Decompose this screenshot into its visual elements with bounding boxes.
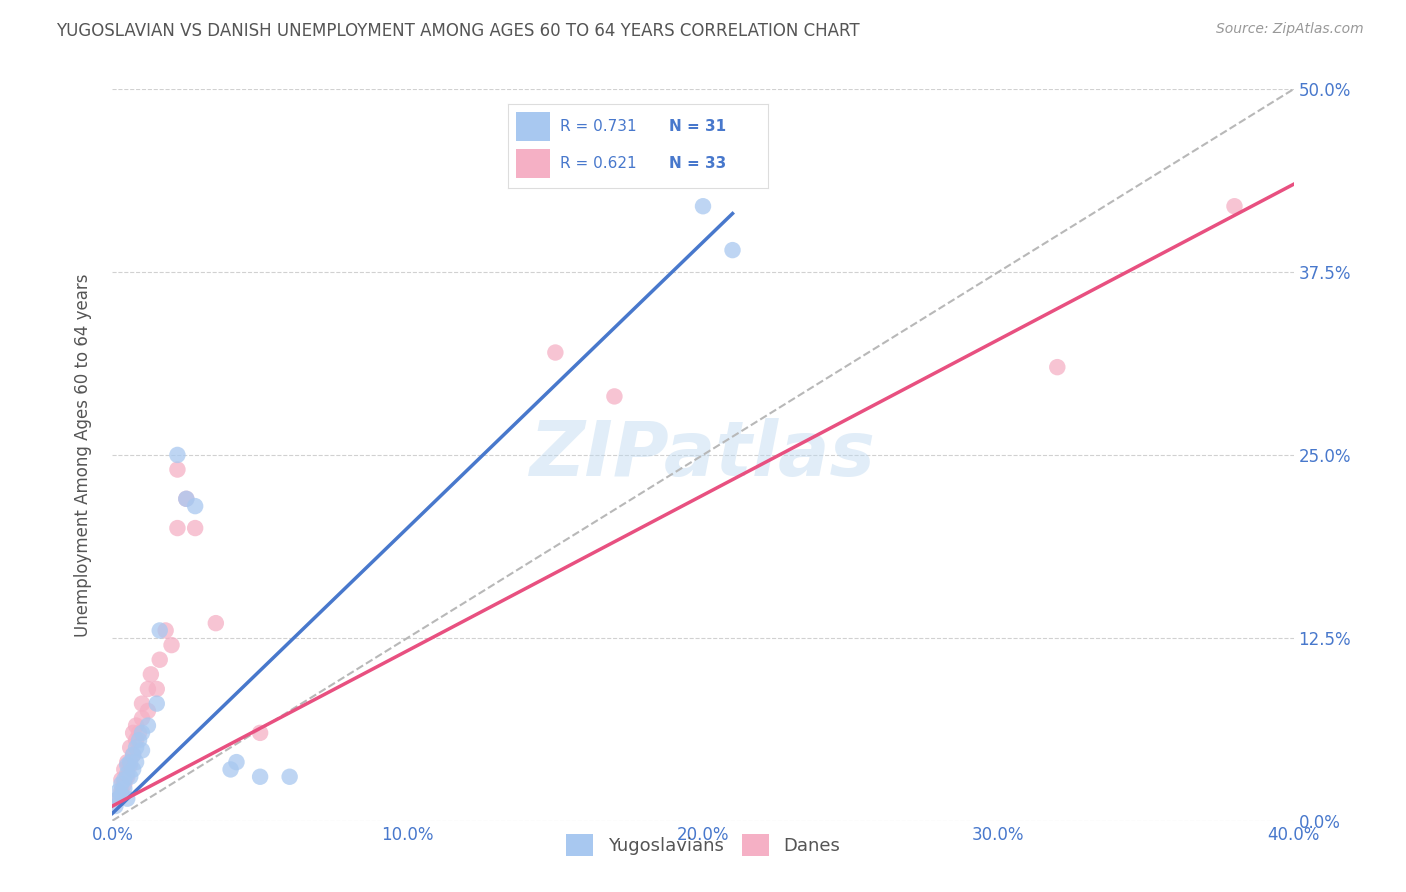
Point [117,791,138,805]
Point [112,781,135,796]
Point [205,616,228,631]
Point [219,763,242,777]
Text: Source: ZipAtlas.com: Source: ZipAtlas.com [1216,22,1364,37]
Point [1223,199,1246,213]
Point [249,770,271,784]
Point [131,743,153,757]
Point [112,763,135,777]
Point [107,791,129,805]
Point [721,243,744,257]
Point [122,747,145,762]
Point [120,755,142,769]
Point [136,718,159,732]
Point [120,770,142,784]
Point [117,755,138,769]
Point [544,345,567,359]
Point [174,491,197,506]
Point [278,770,301,784]
Point [166,448,188,462]
Point [122,747,145,762]
Point [692,199,714,213]
Point [166,521,188,535]
Point [117,770,138,784]
Point [136,681,159,696]
Point [125,755,148,769]
Legend: Yugoslavians, Danes: Yugoslavians, Danes [558,826,848,863]
Point [122,763,145,777]
Point [131,711,153,725]
Point [117,758,138,772]
Point [120,758,142,772]
Point [110,784,132,798]
Point [149,653,172,667]
Point [104,799,127,814]
Point [1046,360,1069,375]
Point [603,389,626,403]
Point [146,697,169,711]
Point [131,697,153,711]
Point [110,772,132,787]
Point [184,521,207,535]
Point [139,667,162,681]
Point [125,733,148,747]
Point [122,726,145,740]
Point [120,740,142,755]
Point [149,624,172,638]
Point [174,491,197,506]
Point [249,726,271,740]
Point [117,767,138,781]
Point [112,772,135,787]
Point [155,624,177,638]
Point [125,718,148,732]
Point [128,726,150,740]
Y-axis label: Unemployment Among Ages 60 to 64 years: Unemployment Among Ages 60 to 64 years [73,273,91,637]
Point [107,791,129,805]
Point [146,681,169,696]
Point [160,638,183,652]
Text: ZIPatlas: ZIPatlas [530,418,876,491]
Point [110,777,132,791]
Point [112,777,135,791]
Point [184,499,207,513]
Point [225,755,247,769]
Point [136,704,159,718]
Point [110,787,132,801]
Point [125,740,148,755]
Point [107,784,129,798]
Point [128,733,150,747]
Point [166,462,188,476]
Point [131,726,153,740]
Text: YUGOSLAVIAN VS DANISH UNEMPLOYMENT AMONG AGES 60 TO 64 YEARS CORRELATION CHART: YUGOSLAVIAN VS DANISH UNEMPLOYMENT AMONG… [56,22,860,40]
